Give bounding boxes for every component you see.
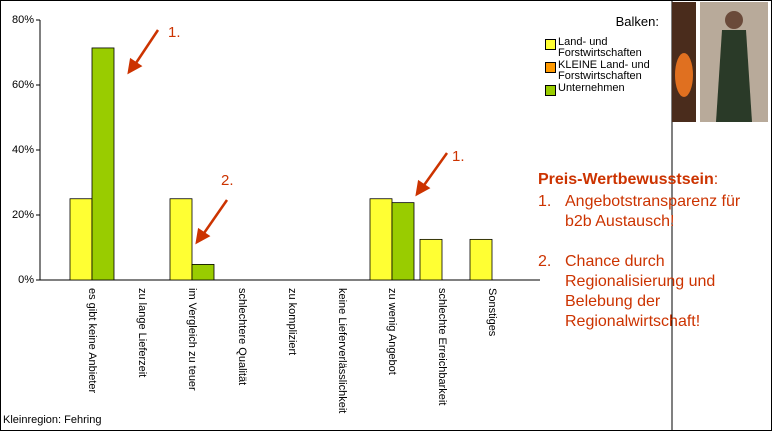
legend-label: Unternehmen — [558, 82, 625, 94]
legend: Balken: Land- und Forstwirtschaften KLEIN… — [545, 14, 665, 97]
bar — [391, 202, 415, 281]
bar — [191, 263, 215, 281]
side-title-suffix: : — [713, 171, 719, 188]
legend-label: KLEINE Land- und Forstwirtschaften — [558, 59, 650, 82]
photo-detail — [675, 53, 693, 97]
arrow — [420, 152, 449, 189]
legend-title: Balken: — [615, 14, 659, 29]
footer: Kleinregion: Fehring — [3, 414, 101, 426]
list-item: 2. Chance durch Regionalisierung und Bele… — [538, 252, 763, 332]
x-tick-label: Sonstiges — [486, 288, 498, 337]
annotation: 1. — [168, 24, 181, 41]
list-number: 1. — [538, 193, 552, 210]
x-tick-label: es gibt keine Anbieter — [86, 288, 98, 394]
list-item: 1. Angebotstransparenz für b2b Austausch! — [538, 192, 763, 232]
legend-swatch — [545, 62, 556, 73]
bar — [369, 198, 393, 281]
list-text: Chance durch Regionalisierung und Belebu… — [565, 253, 716, 330]
arrowhead — [415, 179, 431, 197]
bar — [69, 198, 93, 281]
annotation: 2. — [221, 172, 234, 189]
bar — [91, 47, 115, 281]
x-tick-label: zu wenig Angebot — [386, 288, 398, 375]
side-text: Preis-Wertbewusstsein: 1. Angebotstranspa… — [538, 170, 763, 332]
photo-detail — [725, 11, 743, 29]
x-tick-label: keine Lieferverlässlichkeit — [336, 288, 348, 413]
legend-entry: KLEINE Land- und Forstwirtschaften — [545, 60, 665, 82]
y-tick-label: 80% — [12, 14, 34, 26]
arrow — [200, 199, 229, 237]
x-tick-label: schlechtere Qualität — [236, 288, 248, 385]
side-title: Preis-Wertbewusstsein — [538, 171, 714, 188]
legend-swatch — [545, 39, 556, 50]
bar — [419, 238, 443, 281]
x-tick-label: zu lange Lieferzeit — [136, 288, 148, 377]
y-tick-label: 20% — [12, 209, 34, 221]
y-tick-label: 40% — [12, 144, 34, 156]
bar — [169, 198, 193, 281]
list-text: Angebotstransparenz für b2b Austausch! — [565, 193, 741, 230]
legend-label: Land- und Forstwirtschaften — [558, 36, 642, 59]
annotation: 1. — [452, 148, 465, 165]
arrowhead — [127, 57, 143, 75]
list-number: 2. — [538, 253, 552, 270]
legend-entry: Land- und Forstwirtschaften — [545, 37, 665, 59]
bar — [469, 238, 493, 281]
x-tick-label: im Vergleich zu teuer — [186, 288, 198, 391]
arrowhead — [195, 227, 211, 245]
x-tick-label: schlechte Erreichbarkeit — [436, 288, 448, 405]
arrows — [127, 29, 449, 245]
y-tick-label: 60% — [12, 79, 34, 91]
arrow — [132, 29, 160, 67]
legend-entry: Unternehmen — [545, 83, 665, 96]
y-tick-label: 0% — [18, 274, 34, 286]
legend-swatch — [545, 85, 556, 96]
photo-detail — [716, 30, 752, 122]
x-tick-label: zu kompliziert — [286, 288, 298, 355]
